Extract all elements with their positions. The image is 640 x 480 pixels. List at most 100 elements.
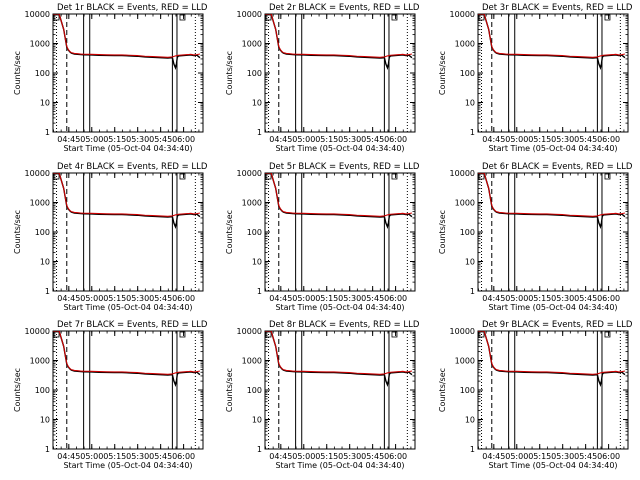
x-tick-label: 04:45 (482, 135, 505, 144)
y-tick-label: 1 (257, 287, 262, 296)
x-axis-label: Start Time (05-Oct-04 04:34:40) (63, 144, 192, 153)
x-axis-label: Start Time (05-Oct-04 04:34:40) (488, 144, 617, 153)
plot-frame (264, 13, 416, 133)
panel-det-7: 1 10 100 1000 10000 04:45 05:00 05:15 05:30 05:45… (13, 320, 208, 470)
x-tick-label: 04:45 (57, 452, 80, 461)
y-tick-label: 10 (252, 258, 262, 267)
y-tick-label: 1 (45, 128, 50, 137)
y-tick-label: 100 (460, 228, 475, 237)
series-lld-line (53, 14, 201, 58)
y-tick-label: 10 (40, 99, 50, 108)
series-events-line (53, 14, 201, 71)
corner-marker (179, 14, 186, 21)
y-tick-label: 10000 (237, 169, 262, 178)
x-tick-label: 05:00 (292, 294, 315, 303)
corner-marker (478, 331, 485, 338)
plot-frame (477, 172, 629, 292)
corner-marker (53, 331, 60, 338)
x-tick-label: 06:00 (384, 294, 407, 303)
x-tick-label: 05:00 (505, 452, 528, 461)
series-events-line (265, 331, 413, 388)
y-tick-label: 1000 (30, 199, 50, 208)
corner-marker (391, 173, 398, 180)
plot-frame (264, 330, 416, 450)
x-tick-label: 05:00 (505, 135, 528, 144)
y-tick-label: 1000 (242, 357, 262, 366)
panel-title: Det 7r BLACK = Events, RED = LLD (57, 320, 208, 330)
x-tick-label: 05:45 (574, 294, 597, 303)
y-tick-label: 1 (257, 128, 262, 137)
corner-marker (604, 173, 611, 180)
corner-marker (179, 173, 186, 180)
series-lld-line (53, 173, 201, 217)
series-lld-line (478, 173, 626, 217)
panel-title: Det 4r BLACK = Events, RED = LLD (57, 162, 208, 172)
y-tick-label: 10 (40, 258, 50, 267)
corner-marker (604, 331, 611, 338)
y-tick-label: 1000 (242, 199, 262, 208)
x-tick-label: 06:00 (172, 452, 195, 461)
corner-marker (53, 173, 60, 180)
x-tick-label: 05:15 (103, 135, 126, 144)
series-events-line (53, 331, 201, 388)
x-tick-label: 05:15 (315, 294, 338, 303)
panel-det-5: 1 10 100 1000 10000 04:45 05:00 05:15 05:30 05:45… (225, 162, 420, 312)
y-tick-label: 10000 (450, 10, 475, 19)
y-tick-label: 1000 (455, 40, 475, 49)
y-tick-label: 1 (470, 287, 475, 296)
y-tick-label: 1 (45, 445, 50, 454)
x-tick-label: 05:15 (528, 452, 551, 461)
x-tick-label: 04:45 (269, 452, 292, 461)
y-tick-label: 1 (470, 445, 475, 454)
corner-marker (391, 331, 398, 338)
x-tick-label: 06:00 (172, 294, 195, 303)
x-tick-label: 04:45 (57, 294, 80, 303)
series-lld-line (53, 331, 201, 375)
y-tick-label: 10 (465, 258, 475, 267)
y-axis-label: Counts/sec (13, 51, 22, 95)
y-tick-label: 10000 (25, 327, 50, 336)
y-tick-label: 1000 (455, 199, 475, 208)
corner-marker (179, 331, 186, 338)
x-tick-label: 05:30 (126, 452, 149, 461)
y-tick-label: 10 (40, 416, 50, 425)
corner-marker (478, 173, 485, 180)
panel-title: Det 6r BLACK = Events, RED = LLD (482, 162, 633, 172)
x-tick-label: 05:15 (315, 452, 338, 461)
y-axis-label: Counts/sec (438, 51, 447, 95)
x-tick-label: 05:30 (126, 135, 149, 144)
y-tick-label: 10 (465, 416, 475, 425)
x-tick-label: 05:45 (149, 135, 172, 144)
x-axis-label: Start Time (05-Oct-04 04:34:40) (488, 303, 617, 312)
y-axis-label: Counts/sec (438, 210, 447, 254)
x-tick-label: 05:30 (338, 135, 361, 144)
y-tick-label: 10000 (25, 169, 50, 178)
y-tick-label: 100 (35, 386, 50, 395)
x-tick-label: 05:00 (292, 135, 315, 144)
series-events-line (265, 173, 413, 230)
y-tick-label: 1 (45, 287, 50, 296)
x-tick-label: 05:00 (80, 135, 103, 144)
corner-marker (53, 14, 60, 21)
panel-det-4: 1 10 100 1000 10000 04:45 05:00 05:15 05:30 05:45… (13, 162, 208, 312)
x-axis-label: Start Time (05-Oct-04 04:34:40) (63, 303, 192, 312)
panel-det-9: 1 10 100 1000 10000 04:45 05:00 05:15 05:30 05:45… (438, 320, 633, 470)
x-tick-label: 05:00 (505, 294, 528, 303)
x-tick-label: 05:30 (551, 135, 574, 144)
x-tick-label: 05:30 (551, 452, 574, 461)
x-tick-label: 05:30 (338, 452, 361, 461)
y-tick-label: 10000 (237, 327, 262, 336)
x-tick-label: 06:00 (597, 452, 620, 461)
y-tick-label: 10000 (25, 10, 50, 19)
panel-title: Det 3r BLACK = Events, RED = LLD (482, 3, 633, 13)
corner-marker (265, 331, 272, 338)
panel-det-1: 1 10 100 1000 10000 04:45 05:00 05:15 05:30 05:45… (13, 3, 208, 153)
y-axis-label: Counts/sec (438, 368, 447, 412)
y-tick-label: 1000 (30, 40, 50, 49)
y-tick-label: 1 (470, 128, 475, 137)
corner-marker (478, 14, 485, 21)
panel-det-6: 1 10 100 1000 10000 04:45 05:00 05:15 05:30 05:45… (438, 162, 633, 312)
series-lld-line (265, 173, 413, 217)
y-tick-label: 10000 (237, 10, 262, 19)
y-tick-label: 10 (252, 416, 262, 425)
